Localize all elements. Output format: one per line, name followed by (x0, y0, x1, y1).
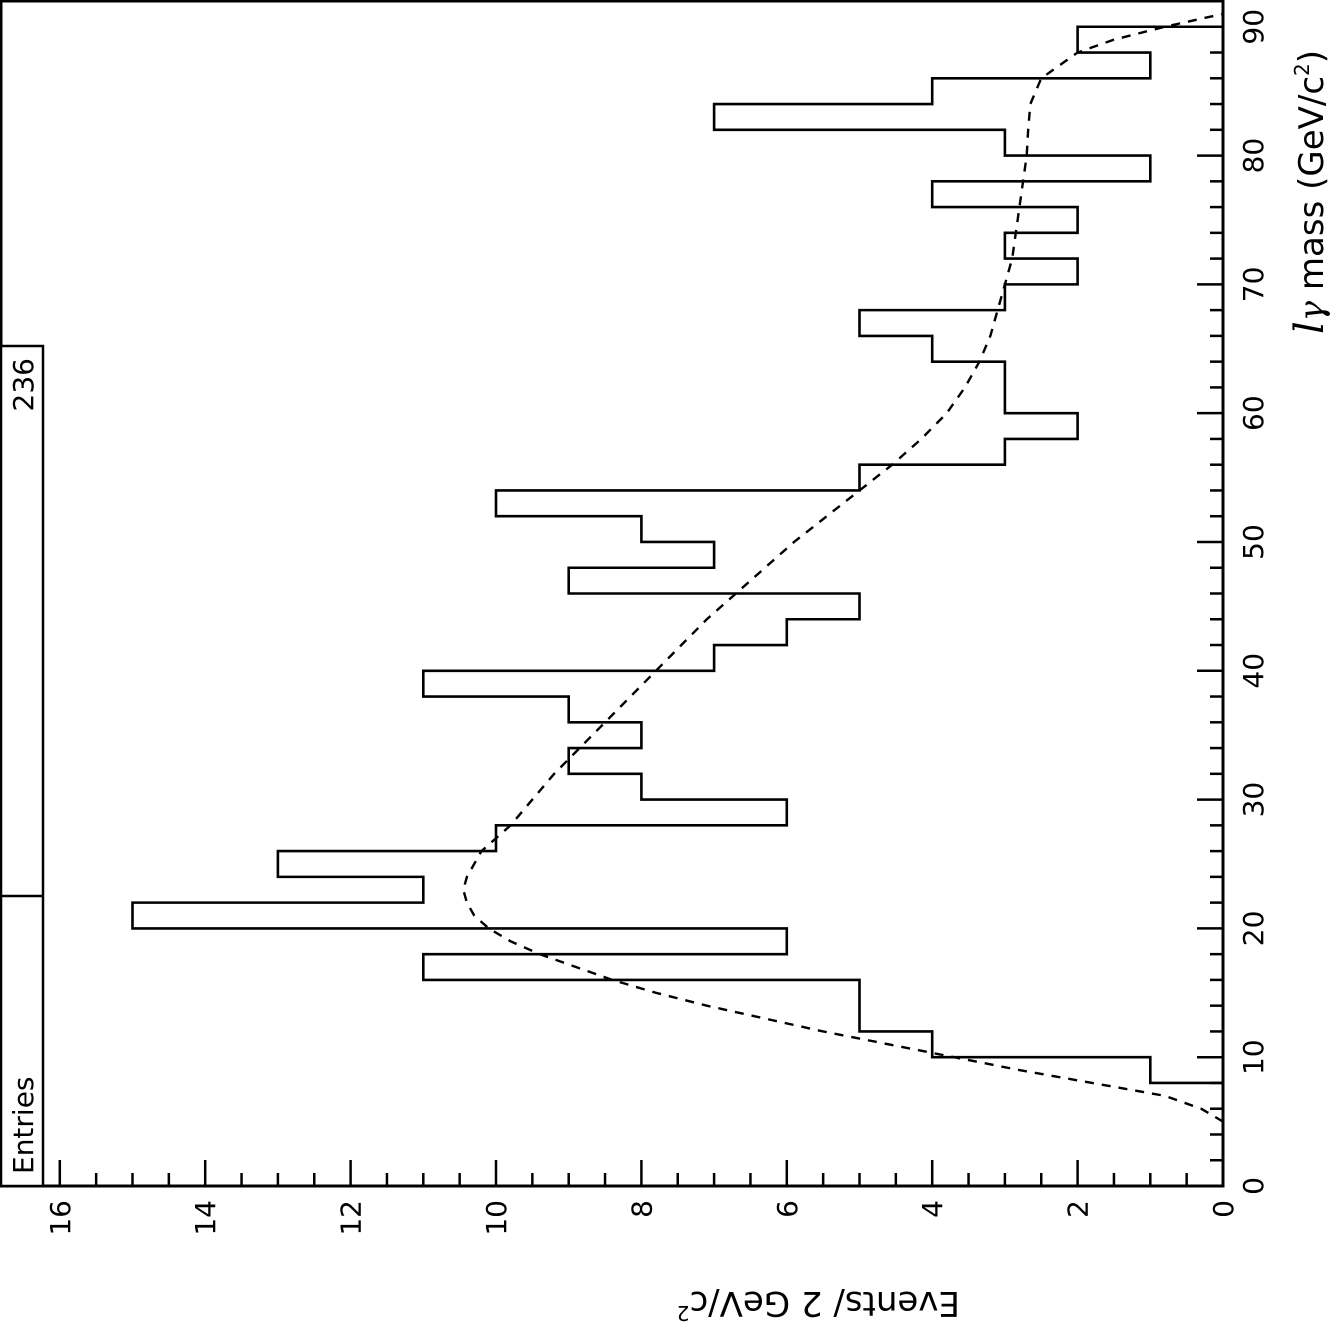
x-tick-label: 60 (1237, 395, 1270, 431)
y-tick-label: 8 (625, 1200, 658, 1218)
y-tick-label: 4 (916, 1200, 949, 1218)
x-axis-label-sup: 2 (1290, 63, 1314, 76)
x-tick-label: 80 (1237, 138, 1270, 174)
x-axis-label: lγ mass (GeV/c2) (1287, 50, 1333, 334)
x-axis-label-lead: l (1287, 321, 1333, 334)
y-tick-label: 12 (335, 1200, 368, 1236)
fit-curve (462, 12, 1224, 1123)
y-tick-label: 0 (1207, 1200, 1240, 1218)
stats-box: Entries 236 (0, 344, 45, 1188)
y-tick-label: 6 (771, 1200, 804, 1218)
y-axis-label-sup: 2 (677, 1301, 690, 1325)
stats-entries-label: Entries (7, 1076, 40, 1174)
x-axis-label-rest: mass (GeV/c (1292, 76, 1332, 301)
y-axis-label-group: Events/ 2 GeV/c2 (677, 1283, 960, 1325)
y-tick-label: 14 (189, 1200, 222, 1236)
x-tick-label: 10 (1237, 1039, 1270, 1075)
x-axis-label-close: ) (1292, 50, 1332, 63)
x-tick-label: 40 (1237, 653, 1270, 689)
y-axis-label: Events/ 2 GeV/c2 (677, 1283, 960, 1325)
histogram-outline (131, 1, 1225, 1186)
y-tick-label: 16 (44, 1200, 77, 1236)
x-tick-label: 30 (1237, 782, 1270, 818)
rotated-plot: 0 10 20 30 40 50 60 70 80 90 0 2 4 6 8 10 12 14 16 Entries… (0, 0, 1333, 1236)
y-tick-label: 10 (480, 1200, 513, 1236)
x-axis-label-gamma: γ (1292, 300, 1332, 321)
y-axis-label-main: Events/ 2 GeV/c (690, 1283, 961, 1323)
x-tick-label: 70 (1237, 267, 1270, 303)
histogram-group (131, 1, 1225, 1186)
ticks-group: 0 10 20 30 40 50 60 70 80 90 0 2 4 6 8 10 12 14 16 (22, 0, 1270, 1236)
y-tick-label: 2 (1062, 1200, 1095, 1218)
stats-box-frame (0, 344, 45, 1188)
x-tick-label: 90 (1237, 9, 1270, 45)
x-tick-label: 0 (1237, 1177, 1270, 1195)
x-tick-label: 50 (1237, 524, 1270, 560)
stats-entries-value: 236 (7, 358, 40, 411)
x-tick-label: 20 (1237, 911, 1270, 947)
